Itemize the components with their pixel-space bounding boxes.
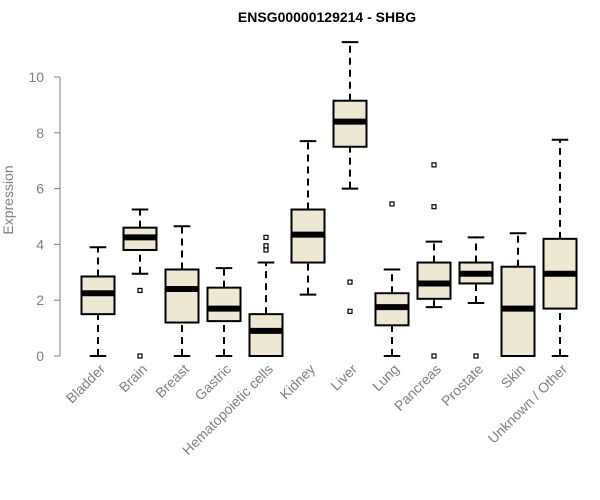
- y-tick-label: 8: [36, 125, 44, 141]
- box-prostate: [458, 236, 494, 359]
- y-tick-label: 0: [36, 348, 44, 364]
- outlier-point: [431, 162, 437, 168]
- iqr-box: [248, 313, 284, 357]
- box-bladder: [80, 246, 116, 357]
- y-tick-label: 10: [28, 69, 44, 85]
- outlier-point: [431, 353, 437, 359]
- category-label: Skin: [498, 361, 529, 392]
- category-label: Unknown / Other: [485, 361, 571, 447]
- box-breast: [164, 225, 200, 357]
- box-gastric: [206, 267, 242, 357]
- iqr-box: [206, 286, 242, 323]
- box-unknown-other: [542, 138, 578, 357]
- box-hematopoietic-cells: [248, 234, 284, 357]
- outlier-point: [473, 353, 479, 359]
- outlier-point: [431, 204, 437, 210]
- box-pancreas: [416, 162, 452, 359]
- outlier-point: [137, 287, 143, 294]
- iqr-box: [164, 268, 200, 324]
- category-label: Kidney: [277, 361, 319, 403]
- category-label: Liver: [327, 361, 360, 394]
- outlier-point: [347, 279, 353, 285]
- y-axis-ticks: 0 2 4 6 8 10: [28, 69, 60, 364]
- category-label: Lung: [369, 361, 402, 394]
- boxes-group: [80, 41, 578, 359]
- box-kidney: [290, 140, 326, 296]
- outlier-point: [137, 353, 143, 359]
- outlier-point: [263, 247, 269, 253]
- box-lung: [374, 201, 410, 357]
- y-tick-label: 2: [36, 292, 44, 308]
- y-tick-label: 6: [36, 181, 44, 197]
- category-label: Bladder: [63, 361, 109, 407]
- y-tick-label: 4: [36, 236, 44, 252]
- chart-title: ENSG00000129214 - SHBG: [238, 9, 416, 25]
- category-label: Breast: [152, 361, 192, 401]
- box-liver: [332, 41, 368, 314]
- box-skin: [500, 232, 536, 357]
- box-brain: [122, 208, 158, 359]
- category-label: Brain: [116, 361, 150, 395]
- category-label: Pancreas: [391, 361, 444, 414]
- outlier-point: [389, 201, 395, 207]
- outlier-point: [263, 234, 269, 241]
- outlier-point: [263, 243, 269, 249]
- y-axis-label: Expression: [0, 165, 16, 234]
- category-label: Prostate: [438, 361, 486, 409]
- outlier-point: [347, 308, 353, 314]
